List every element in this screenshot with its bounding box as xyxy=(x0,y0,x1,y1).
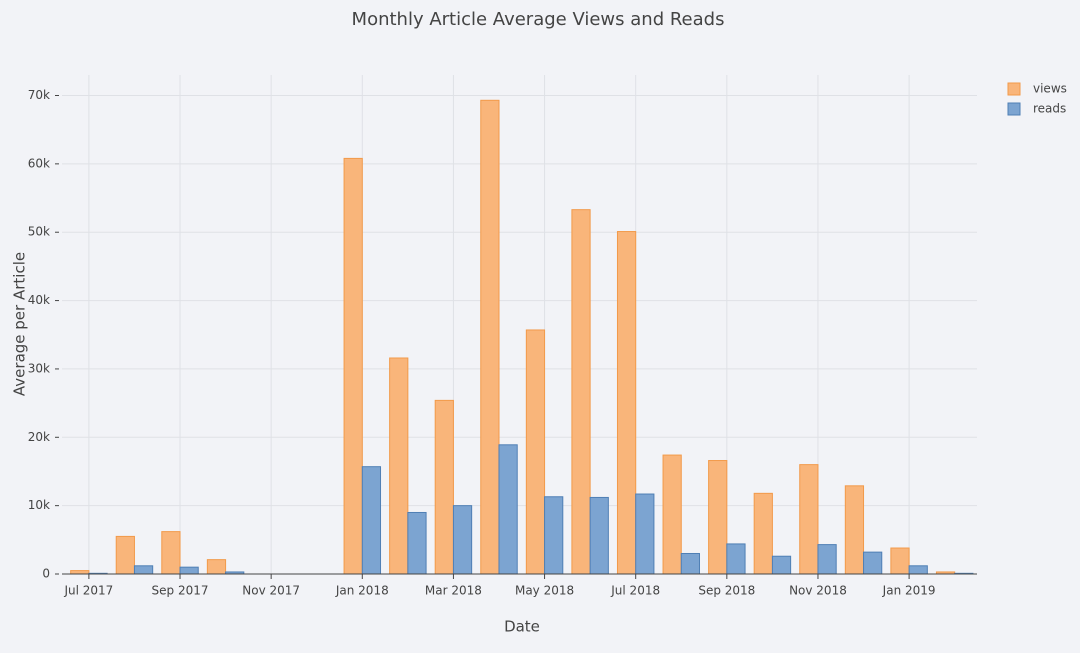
x-tick-label: Nov 2018 xyxy=(789,584,847,598)
bar xyxy=(616,231,637,575)
legend-label: views xyxy=(1033,82,1067,96)
x-tick-label: Jan 2019 xyxy=(882,584,936,598)
bar xyxy=(771,555,792,575)
x-tick-label: May 2018 xyxy=(515,584,574,598)
bar xyxy=(179,566,199,575)
chart-title: Monthly Article Average Views and Reads xyxy=(352,9,725,30)
bar xyxy=(708,460,728,575)
y-tick-label: 0 xyxy=(42,567,50,581)
y-tick-label: 50k xyxy=(28,225,50,239)
bar xyxy=(434,399,454,575)
bar xyxy=(908,565,928,575)
bar xyxy=(680,552,700,575)
bar xyxy=(635,493,655,575)
legend-swatch xyxy=(1007,102,1021,116)
bar xyxy=(343,157,363,575)
bar xyxy=(571,209,591,575)
y-tick-label: 20k xyxy=(28,430,50,444)
bar xyxy=(844,485,865,575)
x-tick-label: Jul 2017 xyxy=(63,584,113,598)
bar xyxy=(115,535,135,575)
y-tick-label: 40k xyxy=(28,293,50,307)
bar xyxy=(544,496,564,575)
bar xyxy=(161,531,181,575)
x-tick-label: Nov 2017 xyxy=(242,584,300,598)
bar xyxy=(525,329,546,575)
bar xyxy=(452,505,473,575)
x-tick-label: Mar 2018 xyxy=(425,584,482,598)
y-tick-label: 10k xyxy=(28,498,50,512)
legend-swatch xyxy=(1007,82,1021,96)
bar xyxy=(662,454,682,575)
y-tick-label: 30k xyxy=(28,361,50,375)
bar xyxy=(863,551,883,575)
bar xyxy=(799,464,819,575)
x-tick-label: Sep 2018 xyxy=(698,584,755,598)
x-axis-title: Date xyxy=(504,618,540,636)
legend-label: reads xyxy=(1033,102,1066,116)
bar xyxy=(498,444,518,575)
bar xyxy=(726,543,746,575)
x-tick-label: Jan 2018 xyxy=(335,584,389,598)
bar xyxy=(70,570,90,575)
bar xyxy=(133,565,154,575)
x-tick-label: Jul 2018 xyxy=(610,584,660,598)
bar xyxy=(589,496,609,575)
bar xyxy=(753,492,773,575)
y-tick-label: 70k xyxy=(28,88,50,102)
x-tick-label: Sep 2017 xyxy=(152,584,209,598)
bar xyxy=(407,511,427,575)
bar xyxy=(389,357,409,575)
bar xyxy=(480,99,500,575)
bar xyxy=(361,466,382,575)
bar xyxy=(890,547,910,575)
y-tick-label: 60k xyxy=(28,156,50,170)
bar xyxy=(206,559,227,575)
bar xyxy=(817,544,837,575)
y-axis-title: Average per Article xyxy=(11,252,29,396)
